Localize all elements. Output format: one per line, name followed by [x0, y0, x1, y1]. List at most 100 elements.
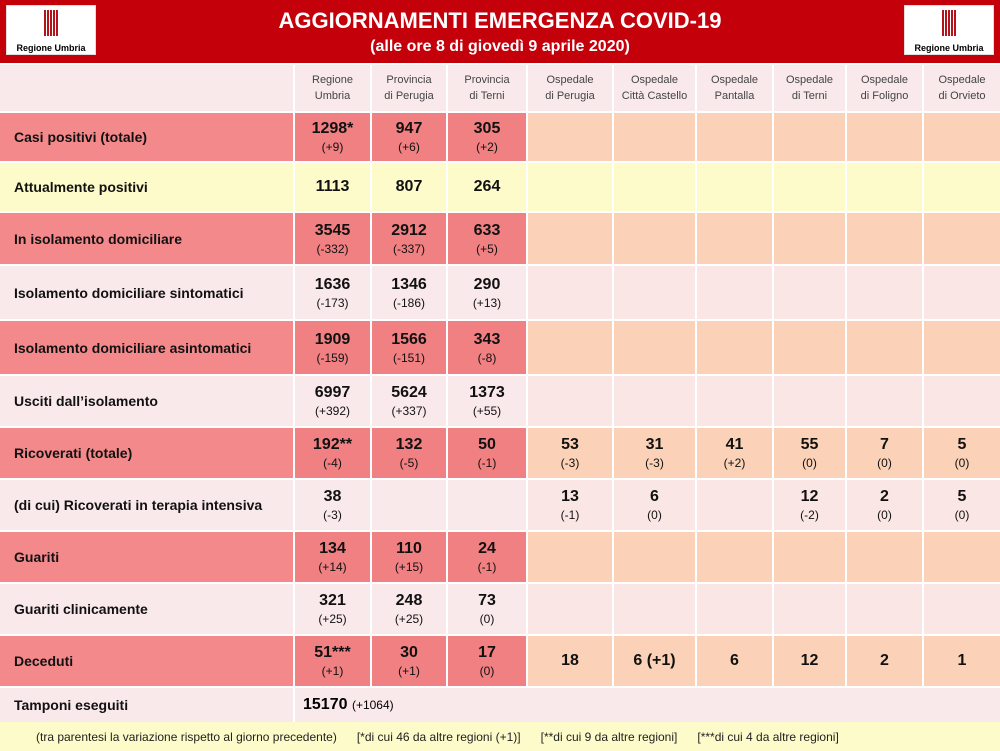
data-cell [697, 163, 774, 211]
data-cell: 947 (+6) [372, 113, 448, 161]
column-header: Regione Umbria [295, 65, 372, 111]
cell-value: 807 [395, 178, 423, 195]
cell-value: 7 [880, 436, 889, 453]
data-cell: 6 [697, 636, 774, 686]
data-cell: 7 (0) [847, 428, 924, 478]
data-cell [924, 213, 1000, 264]
cell-delta: (+2) [476, 140, 498, 154]
data-cell [614, 321, 697, 374]
cell-value: 321 [319, 592, 346, 609]
page-subtitle: (alle ore 8 di giovedì 9 aprile 2020) [370, 38, 630, 55]
data-cell: 1636 (-173) [295, 266, 372, 319]
cell-delta: (+6) [398, 140, 420, 154]
data-cell: 248 (+25) [372, 584, 448, 634]
cell-value: 6 (+1) [633, 652, 676, 669]
data-cell: 2912 (-337) [372, 213, 448, 264]
column-header: Ospedale di Orvieto [924, 65, 1000, 111]
data-cell: 3545 (-332) [295, 213, 372, 264]
data-cell: 73 (0) [448, 584, 528, 634]
cell-value: 1 [957, 652, 967, 669]
data-cell [614, 532, 697, 582]
table-row: (di cui) Ricoverati in terapia intensiva… [0, 480, 1000, 532]
data-cell: 1113 [295, 163, 372, 211]
cell-value: 18 [561, 652, 579, 669]
cell-delta: (+14) [318, 560, 347, 574]
data-cell [774, 584, 847, 634]
data-cell [528, 213, 614, 264]
tamponi-value: 15170 (+1064) [295, 688, 394, 722]
column-header-line: Pantalla [714, 90, 755, 102]
cell-value: 41 [725, 436, 744, 453]
cell-value: 1636 [314, 275, 351, 293]
data-cell: 2 [847, 636, 924, 686]
cell-value: 17 [478, 644, 496, 661]
data-cell [774, 266, 847, 319]
column-header-line: Provincia [464, 74, 510, 86]
data-cell [774, 321, 847, 374]
row-label: Deceduti [0, 636, 295, 686]
data-cell [924, 584, 1000, 634]
data-cell: 5624 (+337) [372, 376, 448, 426]
tamponi-row: Tamponi eseguiti 15170 (+1064) [0, 688, 1000, 722]
data-cell [924, 163, 1000, 211]
header-banner: Regione Umbria AGGIORNAMENTI EMERGENZA C… [0, 0, 1000, 63]
data-cell: 5 (0) [924, 480, 1000, 530]
cell-delta: (+9) [321, 140, 344, 154]
column-header-line: Ospedale [630, 74, 679, 86]
data-cell [614, 213, 697, 264]
footer-notes: (tra parentesi la variazione rispetto al… [0, 722, 1000, 751]
column-header-line: Ospedale [785, 74, 834, 86]
column-header: Ospedale di Perugia [528, 65, 614, 111]
cell-value: 5 [957, 488, 967, 505]
regione-umbria-logo-right: Regione Umbria [904, 5, 994, 55]
data-cell [697, 376, 774, 426]
data-cell: 24 (-1) [448, 532, 528, 582]
data-cell [614, 584, 697, 634]
data-cell: 290 (+13) [448, 266, 528, 319]
cell-delta: (0) [479, 664, 495, 678]
data-cell [528, 163, 614, 211]
tamponi-delta: (+1064) [351, 698, 394, 712]
data-cell [774, 532, 847, 582]
footnote: [*di cui 46 da altre regioni (+1)] [356, 729, 521, 744]
data-cell [697, 113, 774, 161]
data-cell [847, 584, 924, 634]
data-cell: 53 (-3) [528, 428, 614, 478]
cell-delta: (-3) [323, 508, 342, 522]
data-cell [847, 532, 924, 582]
data-cell: 2 (0) [847, 480, 924, 530]
data-cell: 1909 (-159) [295, 321, 372, 374]
data-cell: 1346 (-186) [372, 266, 448, 319]
data-cell [528, 376, 614, 426]
cell-delta: (+15) [394, 560, 424, 574]
data-cell [847, 213, 924, 264]
cell-delta: (+5) [476, 241, 498, 256]
row-label: (di cui) Ricoverati in terapia intensiva [0, 480, 295, 530]
cell-delta: (0) [479, 612, 495, 626]
cell-delta: (-337) [392, 241, 425, 256]
data-cell: 132 (-5) [372, 428, 448, 478]
cell-value: 633 [473, 221, 501, 239]
table-row: Isolamento domiciliare sintomatici 1636 (-… [0, 266, 1000, 321]
row-label: In isolamento domiciliare [0, 213, 295, 264]
data-cell [924, 321, 1000, 374]
row-label: Attualmente positivi [0, 163, 295, 211]
cell-delta: (+55) [472, 404, 502, 418]
data-cell: 343 (-8) [448, 321, 528, 374]
data-cell: 13 (-1) [528, 480, 614, 530]
table-row: Isolamento domiciliare asintomatici 1909 (… [0, 321, 1000, 376]
data-cell: 1566 (-151) [372, 321, 448, 374]
cell-value: 12 [800, 488, 819, 505]
cell-delta: (+2) [723, 456, 746, 470]
table-row: Guariti 134 (+14) 110 (+15) 24 (-1) [0, 532, 1000, 584]
cell-value: 305 [473, 120, 501, 137]
cell-delta: (-5) [399, 456, 419, 470]
column-header: Ospedale di Foligno [847, 65, 924, 111]
cell-delta: (+1) [321, 664, 344, 678]
data-cell [614, 266, 697, 319]
column-header: Provincia di Terni [448, 65, 528, 111]
data-cell [924, 376, 1000, 426]
cell-value: 50 [478, 436, 496, 453]
cell-delta: (-3) [645, 456, 664, 470]
data-cell [847, 163, 924, 211]
